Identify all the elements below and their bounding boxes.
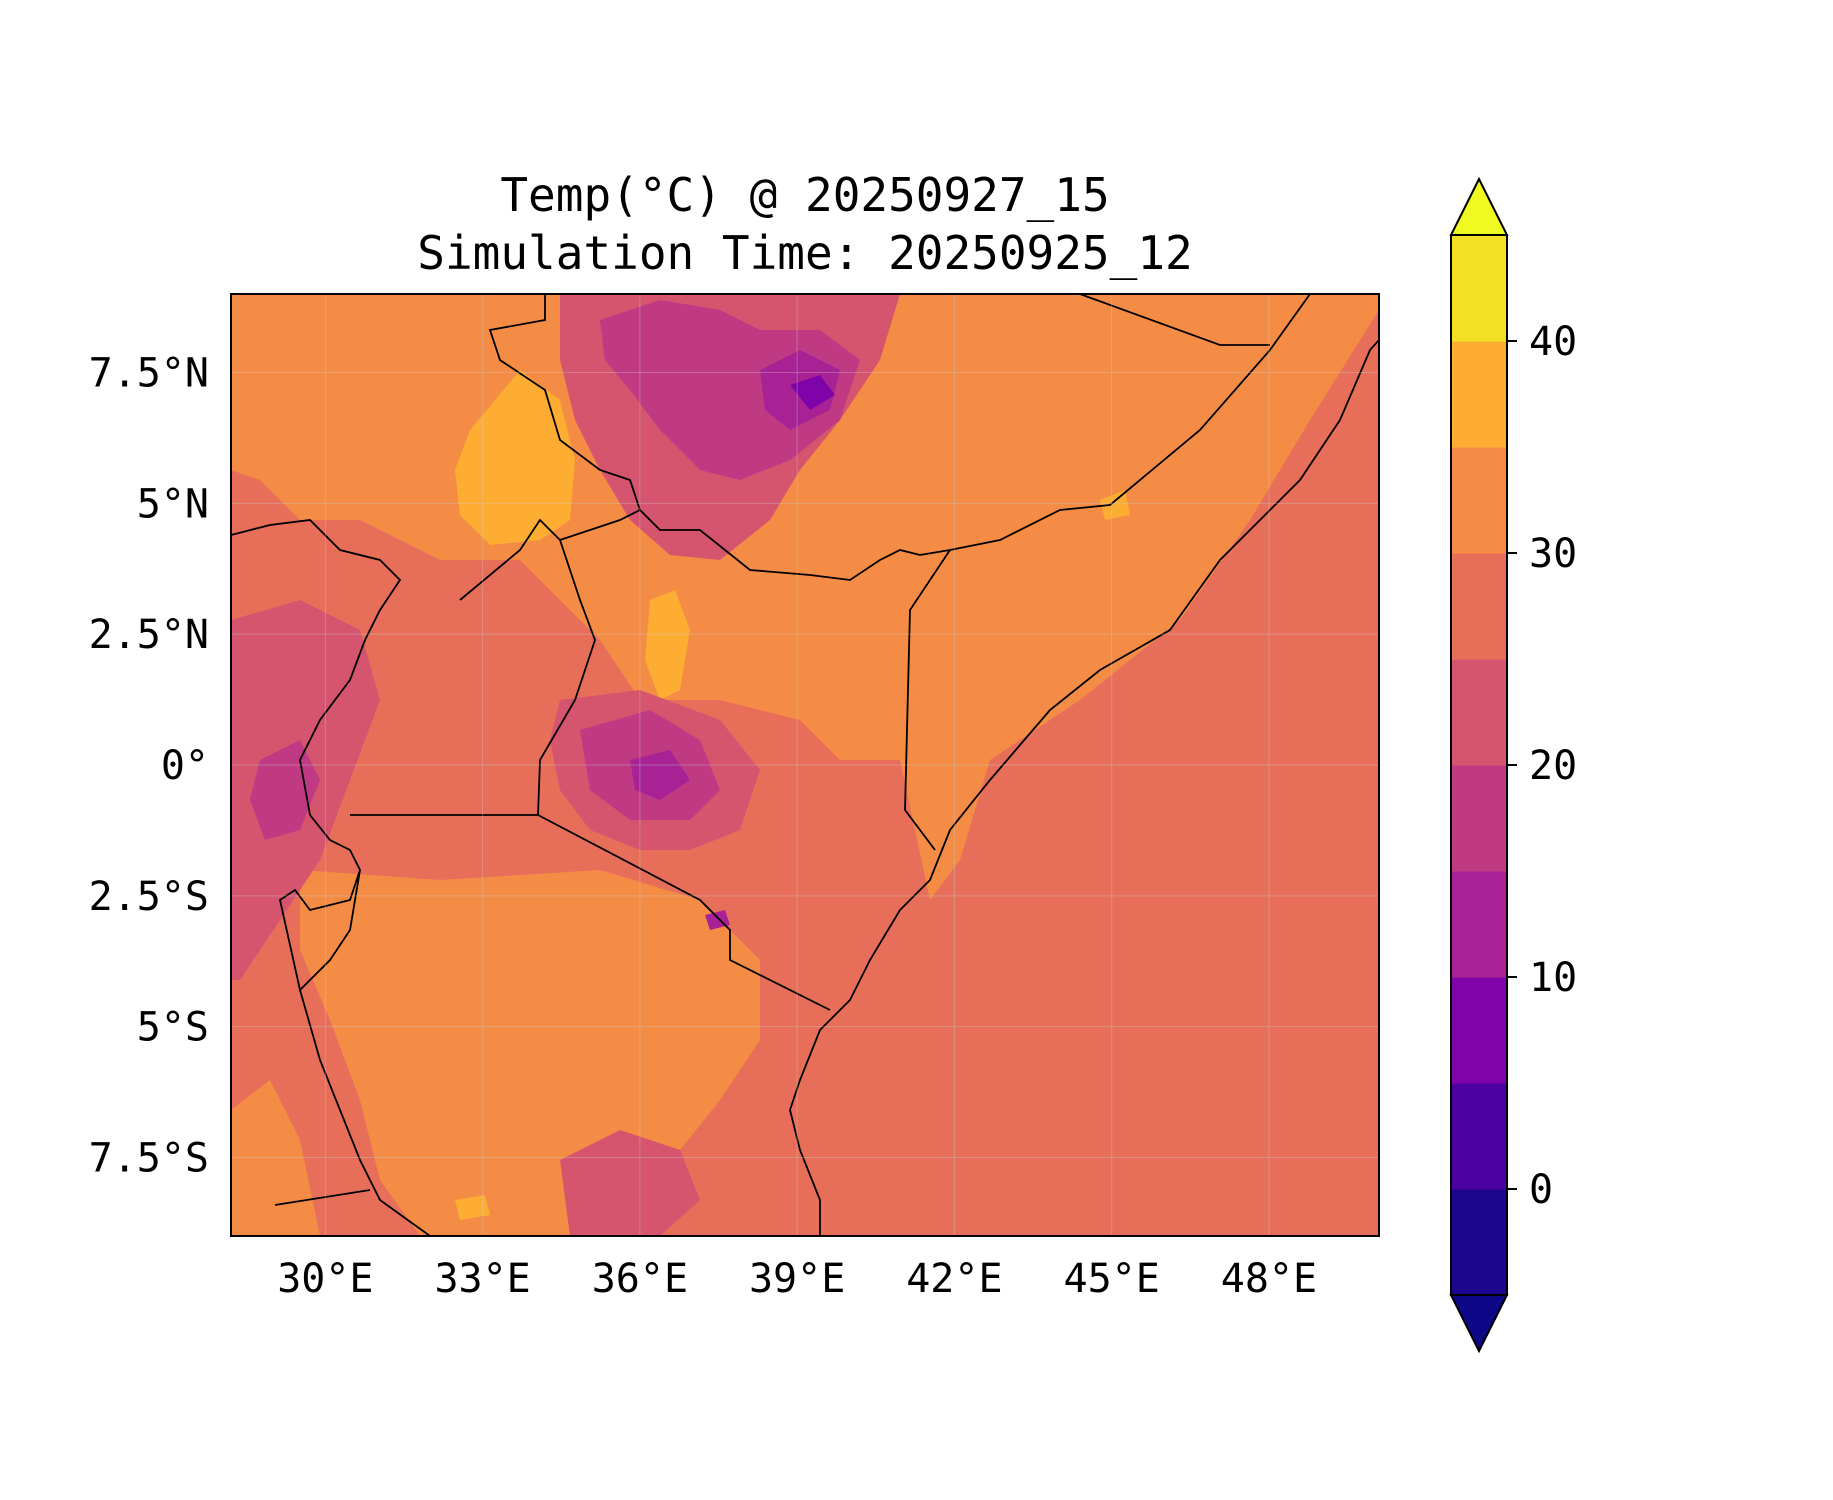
border-ethiopia-somaliland: [1079, 294, 1270, 346]
border-somalia-ethiopia: [949, 294, 1311, 551]
x-tick-label: 45°E: [1063, 1256, 1159, 1302]
x-tick-label: 36°E: [592, 1256, 688, 1302]
temp-band-5-10-ethiopia-peak: [790, 375, 835, 410]
country-borders: [231, 294, 1379, 1236]
colorbar-segment: [1451, 235, 1507, 342]
colorbar-segment: [1451, 1083, 1507, 1190]
x-tick-label: 39°E: [749, 1256, 845, 1302]
temp-band-15-20-rwanda: [250, 740, 320, 840]
y-tick-label: 5°S: [137, 1005, 209, 1051]
x-tick-label: 42°E: [906, 1256, 1002, 1302]
map-panel: [231, 294, 1379, 1236]
x-tick-label: 30°E: [277, 1256, 373, 1302]
colorbar: 0 10 20 30 40: [1449, 176, 1577, 1354]
temp-band-15-20-ethiopia-core: [600, 300, 860, 480]
colorbar-segment: [1451, 553, 1507, 660]
colorbar-segment: [1451, 341, 1507, 448]
border-rwanda-burundi: [278, 814, 361, 992]
border-south-sudan-ethiopia: [459, 294, 642, 601]
colorbar-tick-label: 30: [1529, 531, 1577, 577]
temp-band-35-40-turkana: [645, 590, 690, 700]
gridlines: [231, 294, 1379, 1236]
y-tick-label: 2.5°S: [89, 874, 209, 920]
colorbar-segment: [1451, 447, 1507, 554]
border-tanzania-drc-lake: [299, 989, 431, 1236]
colorbar-tick-label: 20: [1529, 743, 1577, 789]
temp-band-35-40-somali-coast: [1100, 490, 1130, 520]
y-tick-label: 2.5°N: [89, 612, 209, 658]
colorbar-segment: [1451, 977, 1507, 1084]
temp-band-30-35-west: [231, 1080, 320, 1236]
colorbar-segment: [1451, 659, 1507, 766]
y-tick-label: 0°: [161, 743, 209, 789]
y-tick-label: 7.5°N: [89, 351, 209, 397]
y-tick-label: 5°N: [137, 481, 209, 527]
map-frame: [230, 293, 1380, 1237]
map-title-line1: Temp(°C) @ 20250927_15: [500, 168, 1110, 222]
border-drc-uganda: [231, 519, 402, 816]
border-kenya-somalia: [904, 549, 951, 851]
border-zambia-tanzania: [274, 1189, 371, 1206]
coastline: [789, 339, 1379, 1236]
y-axis: 7.5°N 5°N 2.5°N 0° 2.5°S 5°S 7.5°S: [89, 351, 209, 1182]
colorbar-under-arrow: [1449, 1294, 1509, 1354]
colorbar-tick-label: 10: [1529, 955, 1577, 1001]
x-axis: 30°E 33°E 36°E 39°E 42°E 45°E 48°E: [277, 1256, 1317, 1302]
temp-band-35-40-tanzania: [455, 1195, 490, 1220]
map-title-line2: Simulation Time: 20250925_12: [417, 226, 1193, 280]
x-tick-label: 33°E: [434, 1256, 530, 1302]
temp-band-35-40-south-sudan: [455, 370, 575, 545]
border-kenya-tanzania: [537, 814, 831, 1011]
temp-band-10-15-kenya-core: [630, 750, 690, 800]
colorbar-segment: [1451, 871, 1507, 978]
border-uganda-kenya: [537, 539, 596, 816]
colorbar-tick-label: 40: [1529, 319, 1577, 365]
border-kenya-ethiopia: [639, 509, 951, 581]
colorbar-segment: [1451, 1189, 1507, 1296]
x-tick-label: 48°E: [1221, 1256, 1317, 1302]
y-tick-label: 7.5°S: [89, 1136, 209, 1182]
colorbar-tick-label: 0: [1529, 1167, 1553, 1213]
colorbar-over-arrow: [1449, 176, 1509, 236]
colorbar-segment: [1451, 765, 1507, 872]
temp-band-20-25-tanzania-south: [560, 1130, 700, 1236]
